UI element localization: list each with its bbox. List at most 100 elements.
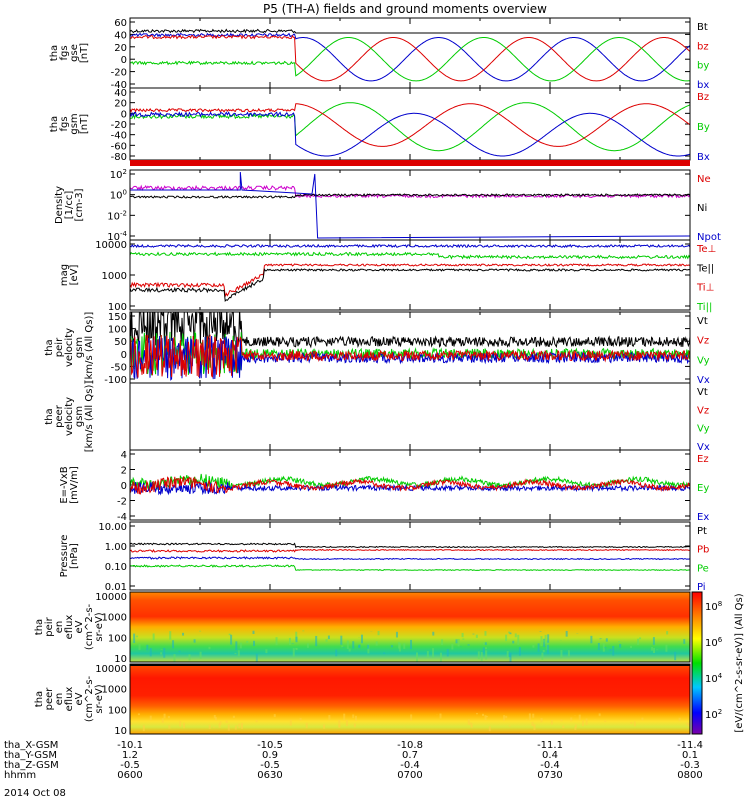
legend-Pb: Pb [697, 545, 709, 556]
panel-5-ytick: 100 [108, 325, 127, 336]
panel-9-ylabel: sr-eV) [94, 612, 105, 641]
legend-Te||: Te|| [696, 263, 714, 274]
xaxis-value: -0.4 [540, 760, 560, 771]
bz-line [130, 34, 690, 82]
ti-line [130, 263, 690, 297]
legend-Ex: Ex [697, 512, 709, 523]
legend-Vx: Vx [697, 375, 710, 386]
xaxis-row-name: tha_Z-GSM [4, 760, 59, 771]
colorbar-tick: 108 [705, 600, 722, 613]
panel-7-ytick: -2 [117, 497, 127, 508]
panel-4-ytick: 1000 [102, 271, 127, 282]
panel-7-ylabel: E=-VxB [59, 466, 70, 503]
panel-4-ylabel: mag [59, 264, 70, 286]
ni-line [130, 193, 690, 199]
legend-Ne: Ne [697, 174, 711, 185]
panel-3-ytick: 102 [110, 168, 127, 181]
panel-2-ylabel: gsm [69, 113, 80, 134]
panel-2-ylabel: fgs [59, 116, 70, 131]
panel-1-ytick: 40 [114, 30, 127, 41]
panel-9-ylabel: en [54, 621, 65, 634]
legend-by: by [697, 61, 709, 72]
panel-2-ytick: -20 [111, 120, 127, 131]
xaxis-value: -0.5 [260, 760, 280, 771]
panel-5-ytick: -100 [104, 375, 127, 386]
panel-7-ytick: 0 [121, 481, 127, 492]
panel-1-frame [129, 17, 691, 89]
panel-8: Pressure [nPa] 10.00 1.00 0.10 0.01 Pt Pb Pe Pi [59, 521, 709, 593]
xaxis-value: -0.5 [120, 760, 140, 771]
xaxis-value: 0800 [677, 770, 702, 781]
bx-line [130, 111, 690, 157]
panel-7-ytick: -4 [117, 512, 127, 523]
panel-8-ylabel: Pressure [59, 535, 70, 578]
panel-1-ylabel: gse [69, 44, 80, 62]
xaxis-value: -10.8 [397, 740, 423, 751]
panel-3-ylabel: [1/cc] [64, 191, 75, 220]
xaxis-value: 0600 [117, 770, 142, 781]
vz-line [130, 334, 690, 378]
xaxis-value: -0.3 [680, 760, 700, 771]
panel-7-ytick: 4 [121, 450, 127, 461]
legend-Bx: Bx [697, 152, 710, 163]
legend-Ti||: Ti|| [696, 302, 712, 313]
panel-6-frame [129, 382, 691, 451]
panel-5: tha peir velocity gsm [km/s (All Qs)] 150 1005… [44, 311, 710, 386]
legend-Pi: Pi [697, 582, 706, 593]
panel-8-ytick: 10.00 [98, 522, 127, 533]
peer-spectrogram [130, 664, 690, 734]
panel-3-ylabel: [cm-3] [74, 188, 85, 221]
panel-2-ytick: 40 [114, 88, 127, 99]
panel-5-ytick: 50 [114, 337, 127, 348]
panel-7-ytick: 2 [121, 466, 127, 477]
panel-4-ylabel: [eV] [69, 265, 80, 286]
panel-4-ytick: 100 [108, 302, 127, 313]
panel-10-ytick: 100 [108, 705, 127, 716]
panel-5-ylabel: peir [54, 337, 65, 357]
figure-title: P5 (TH-A) fields and ground moments over… [263, 2, 547, 16]
panel-9-ytick: 10000 [95, 592, 127, 603]
panel-2-ylabel: tha [49, 116, 60, 132]
panel-9-ylabel: tha [34, 619, 45, 635]
panel-6-ylabel: tha [44, 408, 55, 424]
pi-line [130, 556, 690, 561]
panel-9-ylabel: eV [74, 620, 85, 633]
npot-line [130, 171, 690, 239]
legend-Vz: Vz [697, 405, 709, 416]
tell-line [130, 267, 690, 302]
panel-2-ytick: 20 [114, 99, 127, 110]
legend-Ti⊥: Ti⊥ [696, 283, 714, 294]
xaxis-value: 0700 [397, 770, 422, 781]
panel-5-ytick: -50 [111, 362, 127, 373]
legend-bx: bx [697, 80, 709, 91]
xaxis-value: 0.1 [682, 750, 698, 761]
xaxis-value: -0.4 [400, 760, 420, 771]
xaxis-value: -10.1 [117, 740, 143, 751]
panel-2-ytick: -60 [111, 141, 127, 152]
panel-9: tha peir en eflux eV (cm^2-s-sr-eV) 10000 1000 1… [34, 591, 691, 665]
panel-3: Density [1/cc] [cm-3] 102 100 10-2 10-4 Ne Ni Npo… [54, 160, 721, 243]
panel-9-ytick: 100 [108, 633, 127, 644]
peir-spectrogram [130, 592, 690, 662]
panel-6-ylabel: peer [54, 404, 65, 428]
legend-Ez: Ez [697, 454, 709, 465]
colorbar-tick: 104 [705, 672, 723, 685]
panel-10-ytick: 10000 [95, 664, 127, 675]
panel-9-ylabel: eflux [64, 615, 75, 640]
panel-1-ytick: -20 [111, 68, 127, 79]
legend-By: By [697, 122, 710, 133]
panel-5-ylabel: tha [44, 339, 55, 355]
legend-Ni: Ni [697, 203, 707, 214]
panel-10-ylabel: en [54, 693, 65, 706]
panel-9-ytick: 10 [114, 654, 127, 665]
xaxis-value: 0730 [537, 770, 562, 781]
xaxis-row-name: hhmm [4, 770, 36, 781]
xaxis-value: 0.9 [262, 750, 278, 761]
panel-3-ytick: 10-4 [107, 230, 127, 243]
xaxis-value: -10.5 [257, 740, 283, 751]
xaxis-value: 0.4 [542, 750, 558, 761]
panel-3-frame [129, 169, 691, 241]
panel-3-ytick: 10-2 [107, 209, 127, 222]
